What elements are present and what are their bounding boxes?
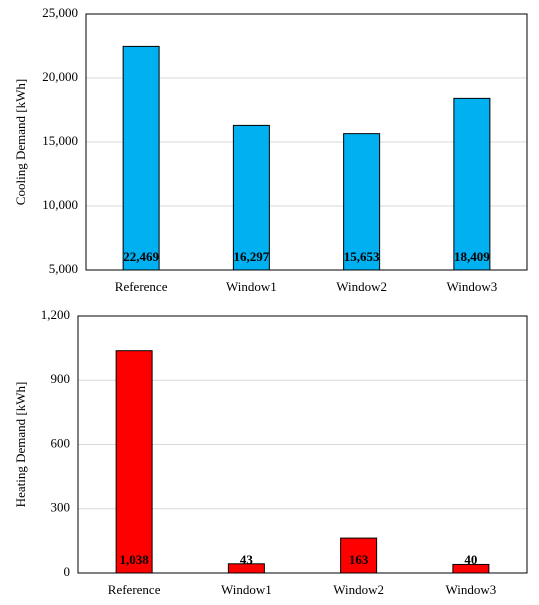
value-label: 43 [240, 552, 254, 567]
value-label: 1,038 [120, 552, 150, 567]
bar [232, 124, 270, 271]
y-axis-title: Heating Demand [kWh] [13, 382, 28, 508]
value-label: 22,469 [123, 249, 159, 264]
value-label: 15,653 [344, 249, 380, 264]
value-label: 18,409 [454, 249, 490, 264]
y-tick-label: 600 [51, 435, 71, 450]
x-tick-label: Window2 [336, 279, 387, 294]
value-label: 163 [349, 552, 369, 567]
y-axis-title: Cooling Demand [kWh] [13, 79, 28, 205]
y-tick-label: 10,000 [42, 197, 78, 212]
y-tick-label: 0 [64, 564, 71, 579]
x-tick-label: Window1 [226, 279, 277, 294]
y-tick-label: 1,200 [41, 307, 70, 322]
plot-frame [85, 13, 528, 271]
bar [453, 97, 491, 271]
x-tick-label: Reference [108, 582, 161, 597]
x-tick-label: Window3 [447, 279, 498, 294]
value-label: 40 [464, 552, 477, 567]
x-tick-label: Window2 [333, 582, 384, 597]
bar [340, 537, 378, 574]
bar [122, 45, 160, 271]
y-tick-label: 25,000 [42, 5, 78, 20]
x-tick-label: Window1 [221, 582, 272, 597]
y-tick-label: 300 [51, 500, 71, 515]
value-label: 16,297 [234, 249, 270, 264]
y-tick-label: 900 [51, 371, 71, 386]
x-tick-label: Reference [115, 279, 168, 294]
plot-frame [77, 315, 528, 574]
y-tick-label: 5,000 [49, 261, 78, 276]
bar [115, 350, 153, 574]
y-tick-label: 20,000 [42, 69, 78, 84]
y-tick-label: 15,000 [42, 133, 78, 148]
x-tick-label: Window3 [446, 582, 497, 597]
